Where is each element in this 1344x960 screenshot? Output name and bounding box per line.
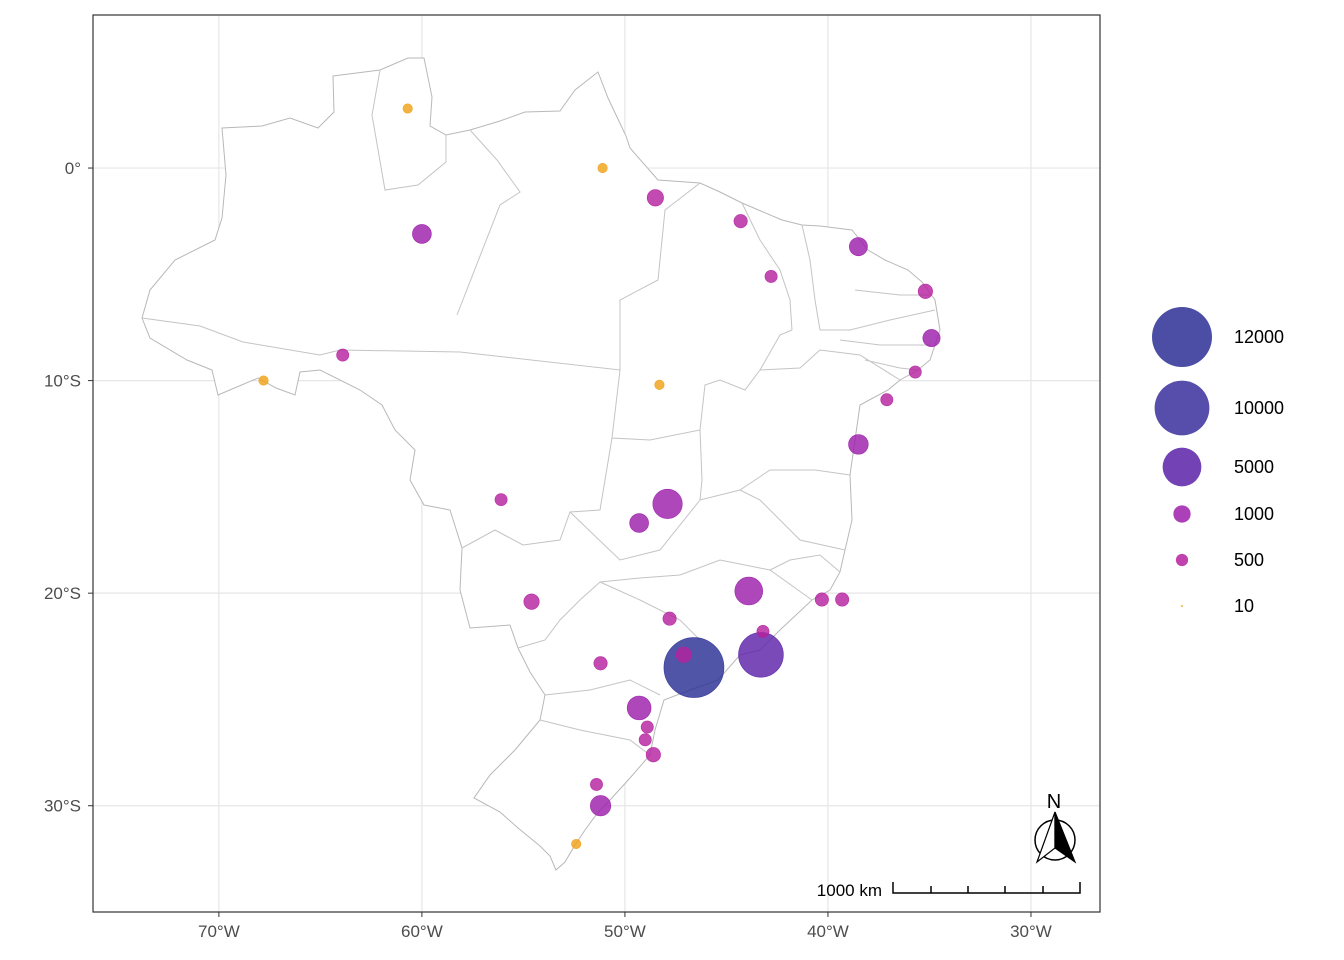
legend-key [1175, 553, 1189, 567]
city-point [663, 637, 725, 698]
north-arrow-right-icon [1054, 811, 1077, 864]
legend-label: 1000 [1234, 504, 1274, 524]
city-point [849, 237, 868, 257]
legend-key [1173, 505, 1191, 523]
city-point [402, 103, 413, 114]
scale-bar-label: 1000 km [817, 881, 882, 900]
y-axis: 0° 10°S 20°S 30°S [44, 159, 93, 816]
legend-key [1162, 447, 1202, 487]
city-point [646, 189, 664, 207]
x-tick-label: 30°W [1010, 922, 1052, 941]
legend-label: 12000 [1234, 327, 1284, 347]
x-tick-label: 60°W [401, 922, 443, 941]
city-point [662, 611, 677, 626]
north-arrow: N [1034, 791, 1077, 864]
legend-label: 10 [1234, 596, 1254, 616]
y-tick-label: 30°S [44, 797, 81, 816]
city-point [523, 593, 540, 610]
city-point [494, 493, 508, 507]
city-point [638, 733, 652, 747]
city-point [626, 695, 652, 721]
y-tick-label: 0° [65, 159, 81, 178]
city-point [645, 747, 661, 763]
legend-label: 10000 [1234, 398, 1284, 418]
y-tick-label: 10°S [44, 372, 81, 391]
city-point [590, 795, 612, 817]
city-point [848, 434, 869, 455]
legend-key [1181, 605, 1183, 607]
x-axis: 70°W 60°W 50°W 40°W 30°W [198, 912, 1052, 941]
x-tick-label: 70°W [198, 922, 240, 941]
legend-label: 500 [1234, 550, 1264, 570]
y-tick-label: 20°S [44, 584, 81, 603]
city-point [597, 162, 608, 174]
city-point [922, 329, 941, 348]
legend-key [1154, 380, 1210, 436]
city-point [336, 348, 350, 362]
city-point [571, 838, 582, 850]
state-lines [141, 69, 936, 756]
city-point [654, 379, 665, 390]
panel-border [92, 14, 1101, 913]
city-point [756, 624, 770, 638]
city-point [412, 224, 432, 244]
x-tick-label: 40°W [807, 922, 849, 941]
legend-key [1152, 307, 1212, 367]
city-point [835, 592, 850, 607]
city-point [593, 656, 608, 671]
city-point [880, 393, 894, 407]
city-point [908, 365, 922, 379]
city-point [652, 488, 683, 519]
city-point [733, 214, 748, 229]
x-tick-label: 50°W [604, 922, 646, 941]
city-point [738, 632, 784, 678]
city-point [590, 778, 603, 791]
city-point [675, 646, 692, 663]
city-point [814, 592, 829, 607]
city-point [640, 720, 654, 734]
size-legend: 12000 10000 5000 1000 500 10 [1152, 307, 1284, 616]
scale-bar: 1000 km [817, 881, 1081, 900]
north-label: N [1047, 791, 1061, 813]
city-point [917, 283, 933, 299]
city-point [764, 270, 778, 283]
scale-bar-line [892, 882, 1081, 894]
city-points [258, 103, 941, 850]
city-point [734, 576, 764, 606]
city-point [629, 513, 649, 533]
city-point [258, 375, 269, 386]
legend-label: 5000 [1234, 457, 1274, 477]
